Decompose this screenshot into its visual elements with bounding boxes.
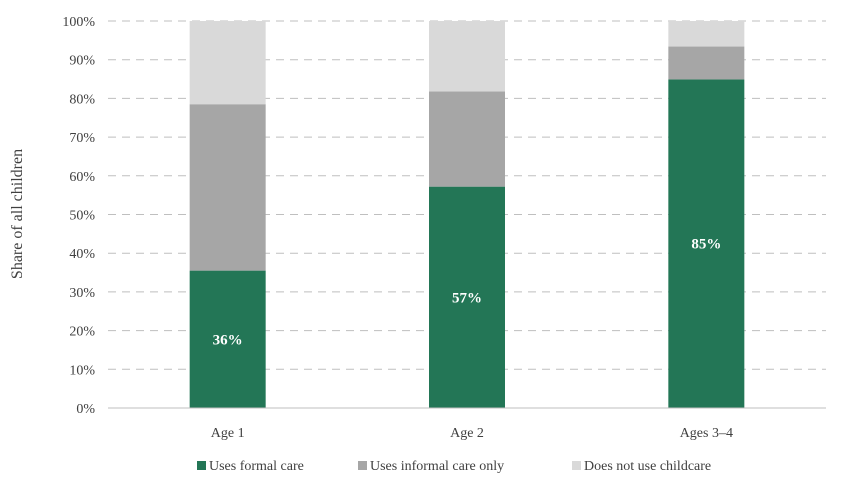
- legend-label: Does not use childcare: [584, 459, 711, 474]
- y-tick-label: 90%: [69, 54, 95, 69]
- bar-segment: [189, 21, 266, 105]
- bars: [189, 21, 745, 408]
- y-tick-label: 10%: [69, 363, 95, 378]
- bar-segment: [189, 270, 266, 408]
- legend: Uses formal care Uses informal care only D…: [197, 459, 711, 474]
- bar-segment: [668, 79, 745, 408]
- y-tick-label: 50%: [69, 209, 95, 224]
- y-tick-label: 20%: [69, 325, 95, 340]
- legend-swatch: [358, 461, 367, 470]
- bar-segment: [429, 91, 505, 187]
- y-tick-label: 60%: [69, 170, 95, 185]
- legend-label: Uses formal care: [209, 459, 304, 474]
- y-tick-label: 40%: [69, 247, 95, 262]
- bar-segment: [668, 21, 745, 47]
- x-category-label: Age 1: [211, 426, 245, 441]
- data-labels: 36% 57% 85%: [213, 237, 722, 349]
- data-label: 36%: [213, 332, 243, 348]
- bar-segment: [429, 186, 505, 408]
- y-tick-label: 80%: [69, 92, 95, 107]
- bar-segment: [668, 46, 745, 80]
- y-tick-label: 100%: [62, 15, 95, 30]
- legend-swatch: [572, 461, 581, 470]
- y-tick-label: 30%: [69, 286, 95, 301]
- y-axis-label: Share of all children: [9, 149, 26, 279]
- bar-segment: [189, 104, 266, 271]
- data-label: 85%: [691, 237, 721, 253]
- x-category-label: Ages 3–4: [680, 426, 733, 441]
- data-label: 57%: [452, 290, 482, 306]
- x-category-label: Age 2: [450, 426, 484, 441]
- y-tick-label: 70%: [69, 131, 95, 146]
- bar-segment: [429, 21, 505, 92]
- y-axis-ticks: 0% 10% 20% 30% 40% 50% 60% 70% 80% 90% 100%: [62, 15, 95, 417]
- legend-label: Uses informal care only: [370, 459, 504, 474]
- legend-swatch: [197, 461, 206, 470]
- x-axis-categories: Age 1 Age 2 Ages 3–4: [211, 426, 733, 441]
- y-tick-label: 0%: [76, 402, 95, 417]
